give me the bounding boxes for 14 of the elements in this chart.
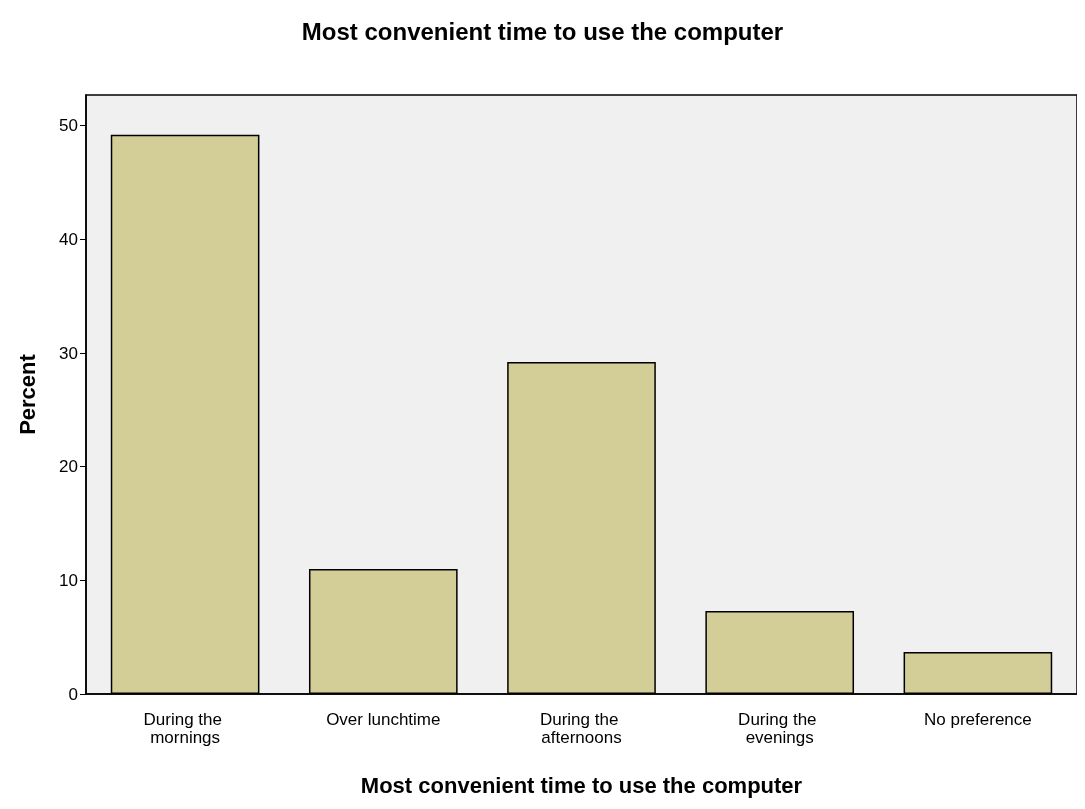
x-tick-label: During the mornings: [143, 709, 227, 747]
y-tick-label: 40: [59, 229, 78, 249]
y-axis-title: Percent: [14, 353, 40, 435]
y-tick-label: 50: [59, 116, 78, 136]
chart-title: Most convenient time to use the computer: [301, 17, 784, 45]
y-tick-label: 10: [59, 570, 78, 590]
x-tick-label: During the evenings: [738, 709, 822, 747]
x-tick-label: Over lunchtime: [326, 709, 441, 729]
x-tick-label: During the afternoons: [539, 709, 624, 747]
x-tick-label: No preference: [924, 709, 1032, 729]
y-tick-label: 0: [68, 684, 78, 704]
x-axis-title: Most convenient time to use the computer: [360, 772, 803, 798]
y-tick-label: 30: [59, 343, 78, 363]
y-tick-label: 20: [59, 457, 78, 477]
